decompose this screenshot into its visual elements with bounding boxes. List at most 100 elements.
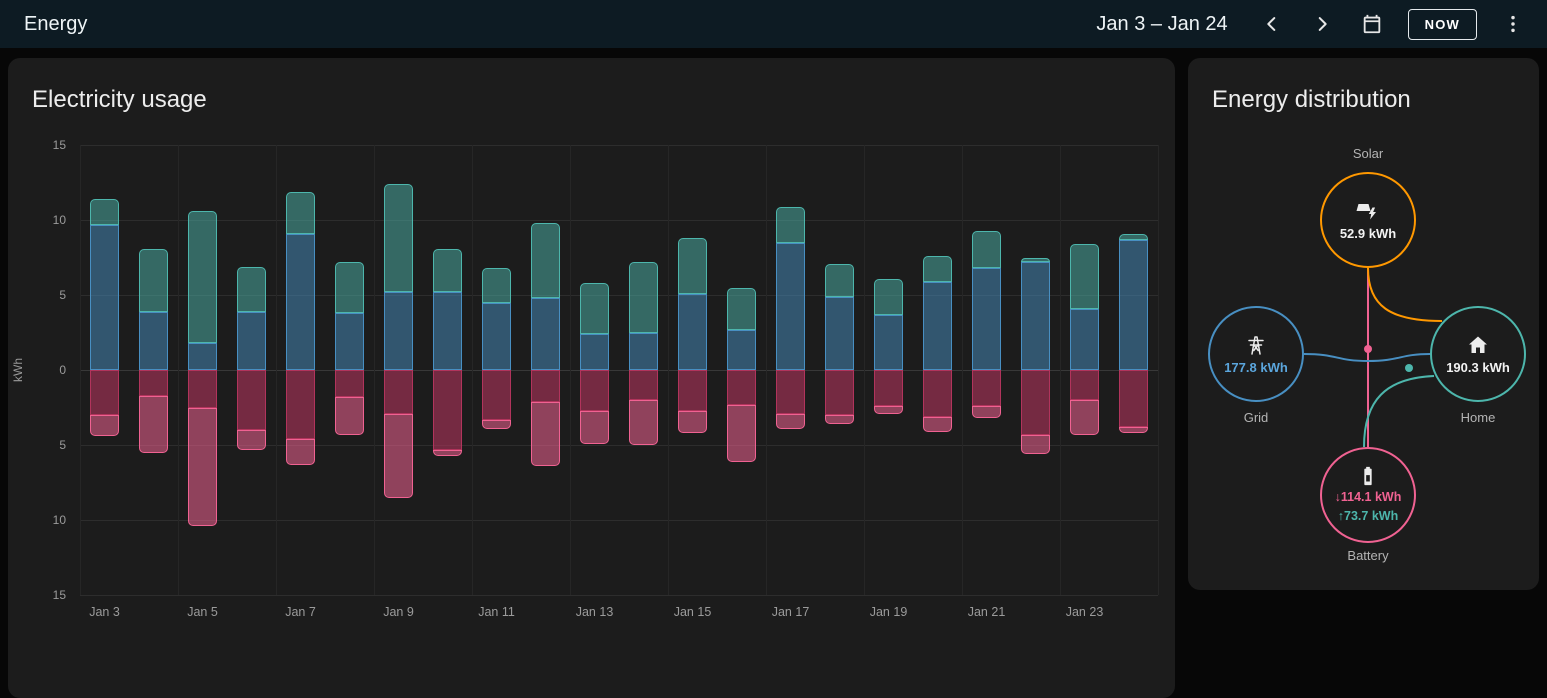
bar-segment[interactable] xyxy=(1070,308,1099,370)
bar-segment[interactable] xyxy=(776,242,805,370)
bar-segment[interactable] xyxy=(776,206,805,243)
bar-segment[interactable] xyxy=(874,314,903,370)
bar-segment[interactable] xyxy=(580,283,609,334)
bar-segment[interactable] xyxy=(727,370,756,405)
energy-distribution-card: Energy distribution Solar 52.9 kWh 177.8… xyxy=(1188,58,1539,590)
bar-segment[interactable] xyxy=(335,397,364,435)
bar-segment[interactable] xyxy=(1119,233,1148,240)
bar-segment[interactable] xyxy=(825,263,854,297)
bar-segment[interactable] xyxy=(384,292,413,370)
bar-segment[interactable] xyxy=(1119,427,1148,433)
bar-segment[interactable] xyxy=(776,370,805,414)
bar-segment[interactable] xyxy=(629,262,658,333)
usage-chart[interactable]: kWh 15 10 5 0 5 10 15 Jan 3 Jan 5 Jan 7 Jan 9 Jan … xyxy=(8,138,1175,650)
bar-segment[interactable] xyxy=(972,406,1001,418)
bar-segment[interactable] xyxy=(678,293,707,370)
now-button[interactable]: NOW xyxy=(1407,8,1477,40)
bar-segment[interactable] xyxy=(433,248,462,292)
transmission-tower-icon xyxy=(1244,333,1268,357)
bar-segment[interactable] xyxy=(972,268,1001,370)
bar-segment[interactable] xyxy=(678,370,707,411)
bar-segment[interactable] xyxy=(335,370,364,397)
bar-segment[interactable] xyxy=(531,223,560,298)
bar-segment[interactable] xyxy=(237,311,266,370)
bar-segment[interactable] xyxy=(923,281,952,370)
bar-segment[interactable] xyxy=(531,370,560,402)
bar-segment[interactable] xyxy=(1021,370,1050,435)
bar-segment[interactable] xyxy=(1070,400,1099,435)
bar-segment[interactable] xyxy=(188,370,217,408)
overflow-menu-button[interactable] xyxy=(1493,4,1533,44)
calendar-button[interactable] xyxy=(1352,4,1392,44)
bar-segment[interactable] xyxy=(188,343,217,370)
bar-segment[interactable] xyxy=(188,407,217,526)
bar-segment[interactable] xyxy=(580,410,609,444)
bar-segment[interactable] xyxy=(90,370,119,415)
bar-segment[interactable] xyxy=(90,415,119,436)
bar-segment[interactable] xyxy=(874,370,903,406)
bar-segment[interactable] xyxy=(90,224,119,370)
distribution-card-title: Energy distribution xyxy=(1212,86,1411,113)
bar-segment[interactable] xyxy=(1021,434,1050,454)
bar-segment[interactable] xyxy=(776,413,805,429)
bar-segment[interactable] xyxy=(727,287,756,330)
bar-segment[interactable] xyxy=(923,370,952,417)
previous-period-button[interactable] xyxy=(1252,4,1292,44)
gridline-vertical xyxy=(668,145,669,595)
bar-segment[interactable] xyxy=(286,233,315,370)
bar-segment[interactable] xyxy=(825,370,854,415)
bar-segment[interactable] xyxy=(1070,244,1099,309)
bar-segment[interactable] xyxy=(678,238,707,294)
bar-segment[interactable] xyxy=(335,313,364,370)
bar-segment[interactable] xyxy=(384,184,413,292)
bar-segment[interactable] xyxy=(90,199,119,225)
bar-segment[interactable] xyxy=(874,278,903,315)
bar-segment[interactable] xyxy=(727,404,756,462)
bar-segment[interactable] xyxy=(139,370,168,396)
bar-segment[interactable] xyxy=(1119,239,1148,370)
bar-segment[interactable] xyxy=(923,416,952,432)
bar-segment[interactable] xyxy=(286,439,315,465)
bar-segment[interactable] xyxy=(580,334,609,370)
bar-segment[interactable] xyxy=(482,370,511,420)
bar-segment[interactable] xyxy=(972,370,1001,406)
bar-segment[interactable] xyxy=(237,266,266,312)
bar-segment[interactable] xyxy=(286,191,315,234)
bar-segment[interactable] xyxy=(580,370,609,411)
bar-segment[interactable] xyxy=(139,311,168,370)
bar-segment[interactable] xyxy=(384,413,413,498)
bar-segment[interactable] xyxy=(237,430,266,450)
bar-segment[interactable] xyxy=(237,370,266,430)
bar-segment[interactable] xyxy=(629,400,658,445)
bar-segment[interactable] xyxy=(923,256,952,282)
app-header: Energy Jan 3 – Jan 24 NOW xyxy=(0,0,1547,48)
bar-segment[interactable] xyxy=(972,230,1001,268)
bar-segment[interactable] xyxy=(286,370,315,439)
bar-segment[interactable] xyxy=(139,395,168,453)
bar-segment[interactable] xyxy=(874,406,903,414)
bar-segment[interactable] xyxy=(825,296,854,370)
bar-segment[interactable] xyxy=(384,370,413,414)
bar-segment[interactable] xyxy=(482,419,511,429)
bar-segment[interactable] xyxy=(1119,370,1148,427)
bar-segment[interactable] xyxy=(629,332,658,370)
bar-segment[interactable] xyxy=(433,449,462,456)
plot-area[interactable] xyxy=(80,145,1159,596)
bar-segment[interactable] xyxy=(139,248,168,312)
next-period-button[interactable] xyxy=(1302,4,1342,44)
bar-segment[interactable] xyxy=(482,302,511,370)
bar-segment[interactable] xyxy=(335,262,364,313)
bar-segment[interactable] xyxy=(825,415,854,424)
bar-segment[interactable] xyxy=(531,401,560,466)
bar-segment[interactable] xyxy=(1070,370,1099,400)
bar-segment[interactable] xyxy=(678,410,707,433)
bar-segment[interactable] xyxy=(629,370,658,400)
bar-segment[interactable] xyxy=(433,370,462,450)
bar-segment[interactable] xyxy=(727,329,756,370)
bar-segment[interactable] xyxy=(433,292,462,370)
bar-segment[interactable] xyxy=(1021,257,1050,262)
bar-segment[interactable] xyxy=(531,298,560,370)
bar-segment[interactable] xyxy=(188,211,217,343)
bar-segment[interactable] xyxy=(1021,262,1050,370)
bar-segment[interactable] xyxy=(482,268,511,303)
